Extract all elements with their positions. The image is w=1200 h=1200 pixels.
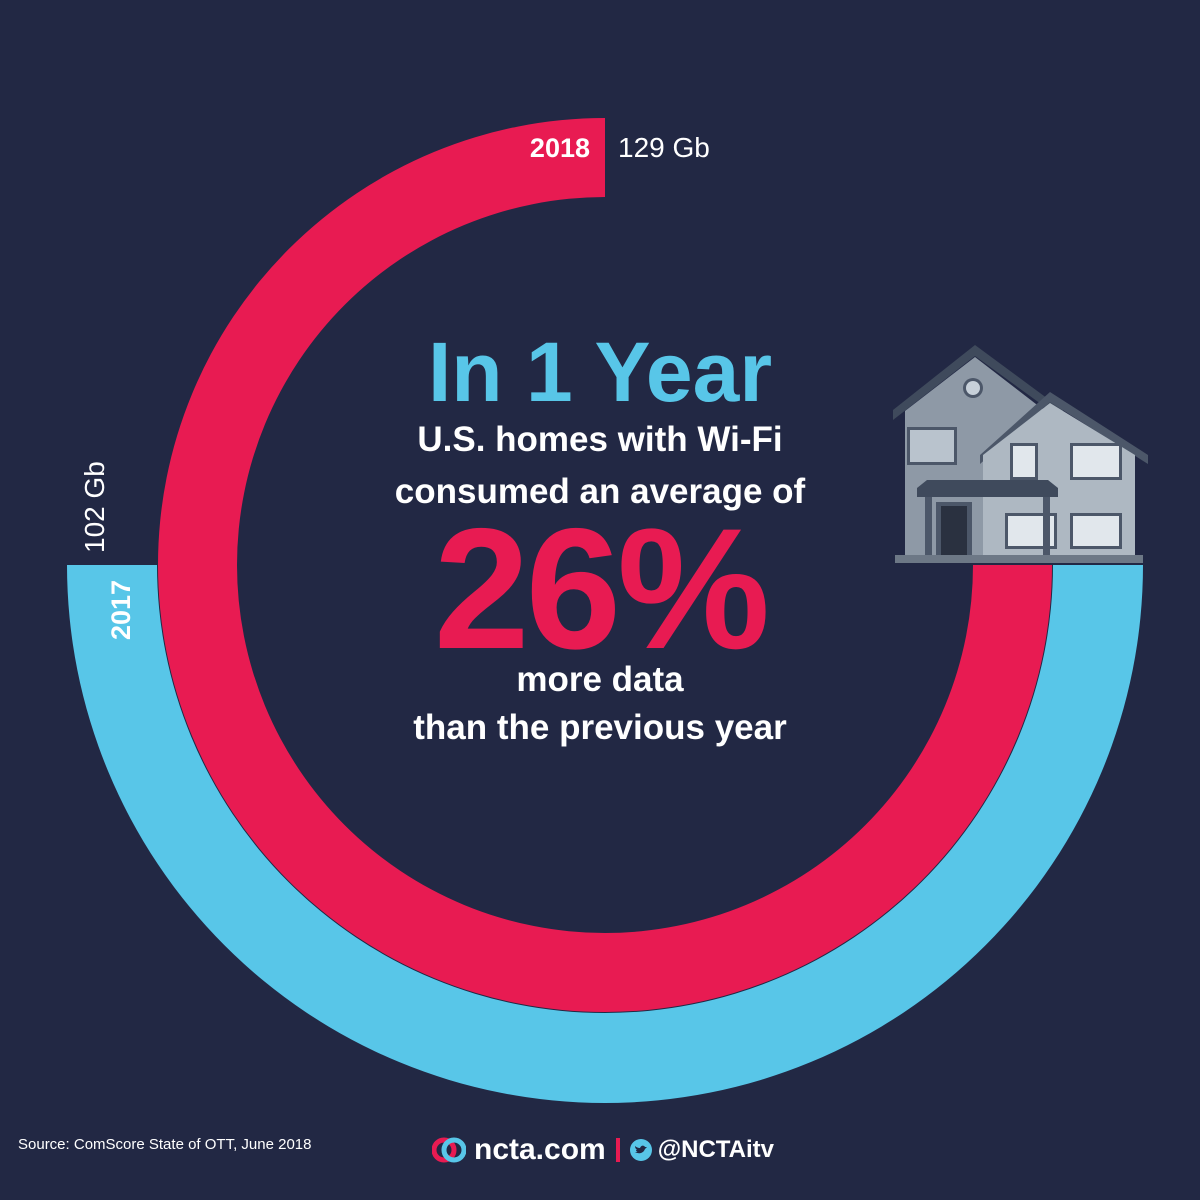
house-icon (893, 345, 1148, 563)
subtitle-line-4: than the previous year (413, 708, 787, 747)
headline: In 1 Year (427, 325, 773, 419)
subtitle-line-3: more data (516, 660, 684, 699)
ring-2017 (67, 565, 1143, 1103)
subtitle-line-1: U.S. homes with Wi-Fi (417, 420, 783, 459)
series-label-2017: 2017 (106, 579, 136, 640)
footer: ncta.com @NCTAitv (432, 1130, 774, 1170)
social-handle[interactable]: @NCTAitv (657, 1136, 775, 1163)
twitter-icon (629, 1139, 652, 1161)
subtitle-line-2: consumed an average of (394, 472, 806, 511)
site-link[interactable]: ncta.com (474, 1133, 606, 1166)
value-label-2018: 129 Gb (618, 132, 710, 163)
footer-divider (615, 1138, 620, 1162)
series-label-2018: 2018 (529, 133, 590, 163)
ncta-logo-icon (432, 1137, 466, 1163)
percent-value: 26% (433, 493, 770, 685)
source-note: Source: ComScore State of OTT, June 2018 (18, 1136, 312, 1153)
value-label-2017: 102 Gb (79, 461, 110, 553)
